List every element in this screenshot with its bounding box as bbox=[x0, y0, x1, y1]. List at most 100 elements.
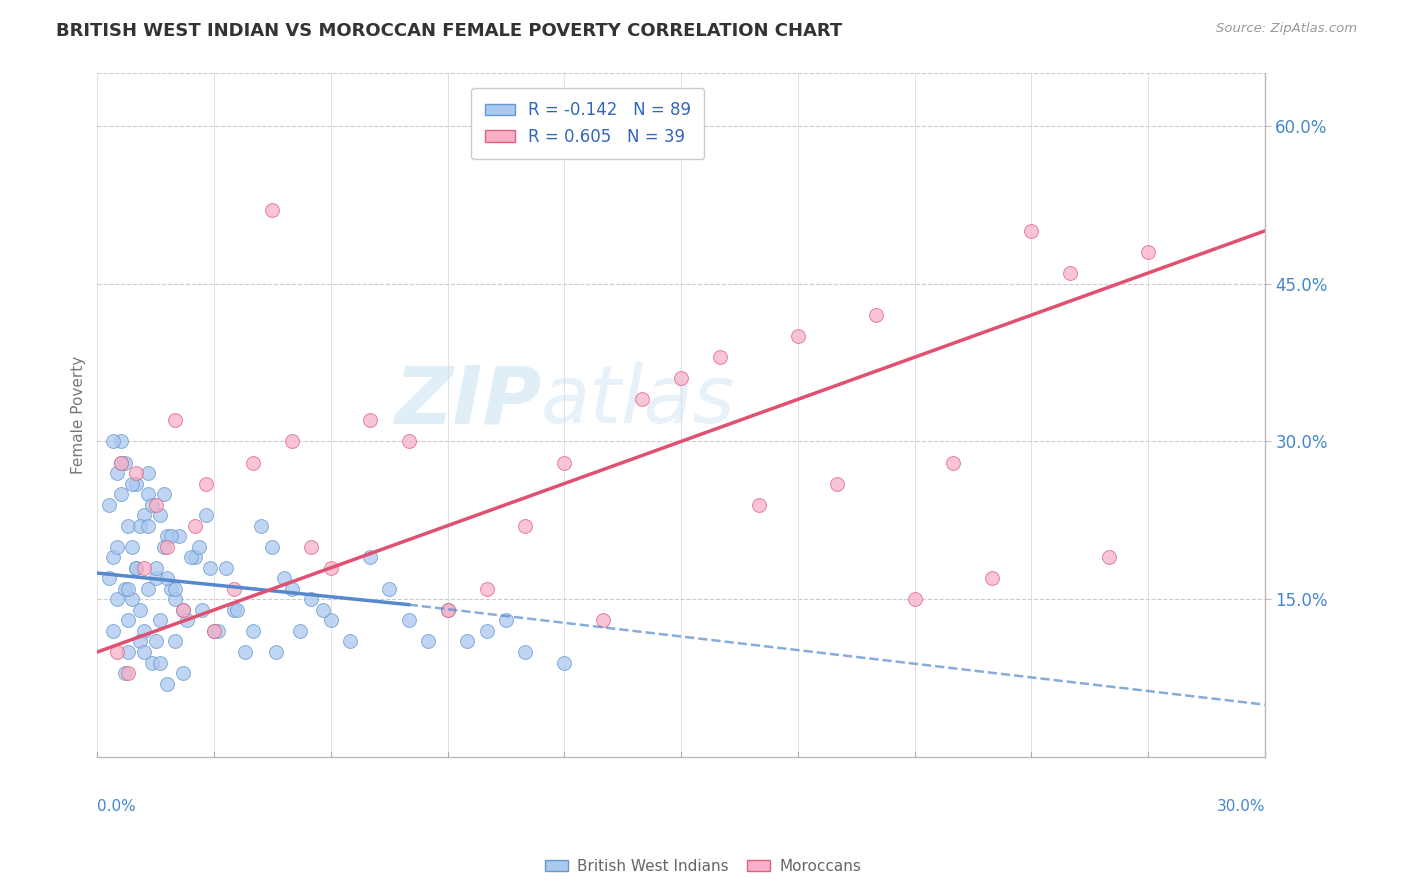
Text: 30.0%: 30.0% bbox=[1216, 799, 1265, 814]
Point bbox=[418, 634, 440, 648]
Point bbox=[748, 498, 770, 512]
Point bbox=[249, 518, 271, 533]
Point bbox=[117, 614, 139, 628]
Point bbox=[141, 656, 163, 670]
Point bbox=[136, 466, 159, 480]
Point bbox=[165, 413, 187, 427]
Point bbox=[165, 592, 187, 607]
Point bbox=[136, 518, 159, 533]
Point bbox=[136, 582, 159, 596]
Point bbox=[183, 550, 205, 565]
Point bbox=[865, 308, 887, 322]
Point bbox=[125, 476, 148, 491]
Point bbox=[114, 582, 136, 596]
Point bbox=[495, 614, 517, 628]
Text: Source: ZipAtlas.com: Source: ZipAtlas.com bbox=[1216, 22, 1357, 36]
Point bbox=[359, 413, 381, 427]
Point bbox=[195, 508, 218, 523]
Point bbox=[202, 624, 225, 638]
Point bbox=[273, 571, 295, 585]
Point bbox=[359, 550, 381, 565]
Text: atlas: atlas bbox=[541, 362, 735, 441]
Point bbox=[592, 614, 614, 628]
Point bbox=[180, 550, 202, 565]
Point bbox=[319, 561, 342, 575]
Point bbox=[136, 487, 159, 501]
Point bbox=[165, 634, 187, 648]
Point bbox=[172, 603, 194, 617]
Point bbox=[1098, 550, 1121, 565]
Point bbox=[117, 666, 139, 681]
Point bbox=[132, 508, 155, 523]
Point bbox=[222, 603, 245, 617]
Point bbox=[110, 456, 132, 470]
Point bbox=[129, 634, 152, 648]
Point bbox=[631, 392, 654, 407]
Point bbox=[129, 518, 152, 533]
Point bbox=[132, 645, 155, 659]
Point bbox=[786, 329, 808, 343]
Point bbox=[145, 571, 167, 585]
Point bbox=[172, 603, 194, 617]
Point bbox=[242, 624, 264, 638]
Point bbox=[515, 645, 537, 659]
Point bbox=[378, 582, 401, 596]
Point bbox=[114, 666, 136, 681]
Point bbox=[222, 582, 245, 596]
Point bbox=[242, 456, 264, 470]
Point bbox=[149, 614, 172, 628]
Point bbox=[903, 592, 925, 607]
Point bbox=[145, 634, 167, 648]
Point bbox=[1059, 266, 1081, 280]
Point bbox=[200, 561, 222, 575]
Legend: British West Indians, Moroccans: British West Indians, Moroccans bbox=[538, 853, 868, 880]
Point bbox=[207, 624, 229, 638]
Text: BRITISH WEST INDIAN VS MOROCCAN FEMALE POVERTY CORRELATION CHART: BRITISH WEST INDIAN VS MOROCCAN FEMALE P… bbox=[56, 22, 842, 40]
Point bbox=[266, 645, 288, 659]
Text: ZIP: ZIP bbox=[394, 362, 541, 441]
Point bbox=[167, 529, 190, 543]
Point bbox=[398, 434, 420, 449]
Point bbox=[149, 508, 172, 523]
Point bbox=[825, 476, 848, 491]
Point bbox=[117, 582, 139, 596]
Point bbox=[312, 603, 335, 617]
Point bbox=[110, 434, 132, 449]
Point bbox=[141, 498, 163, 512]
Point bbox=[515, 518, 537, 533]
Point bbox=[121, 540, 143, 554]
Point bbox=[98, 571, 121, 585]
Point bbox=[152, 540, 174, 554]
Point bbox=[105, 592, 128, 607]
Point bbox=[145, 498, 167, 512]
Point bbox=[215, 561, 238, 575]
Point bbox=[101, 434, 124, 449]
Point bbox=[129, 603, 152, 617]
Text: 0.0%: 0.0% bbox=[97, 799, 136, 814]
Point bbox=[262, 202, 284, 217]
Point bbox=[475, 624, 498, 638]
Point bbox=[149, 656, 172, 670]
Point bbox=[145, 561, 167, 575]
Point bbox=[299, 592, 322, 607]
Point bbox=[191, 603, 214, 617]
Point bbox=[165, 582, 187, 596]
Point bbox=[125, 466, 148, 480]
Point bbox=[195, 476, 218, 491]
Point bbox=[160, 582, 183, 596]
Point bbox=[262, 540, 284, 554]
Point bbox=[105, 466, 128, 480]
Point bbox=[281, 434, 304, 449]
Point bbox=[319, 614, 342, 628]
Point bbox=[125, 561, 148, 575]
Point bbox=[160, 529, 183, 543]
Point bbox=[156, 676, 179, 690]
Point bbox=[1137, 244, 1160, 259]
Point bbox=[132, 624, 155, 638]
Point bbox=[156, 529, 179, 543]
Point bbox=[121, 592, 143, 607]
Point bbox=[299, 540, 322, 554]
Point bbox=[132, 561, 155, 575]
Point bbox=[125, 561, 148, 575]
Legend: R = -0.142   N = 89, R = 0.605   N = 39: R = -0.142 N = 89, R = 0.605 N = 39 bbox=[471, 88, 704, 159]
